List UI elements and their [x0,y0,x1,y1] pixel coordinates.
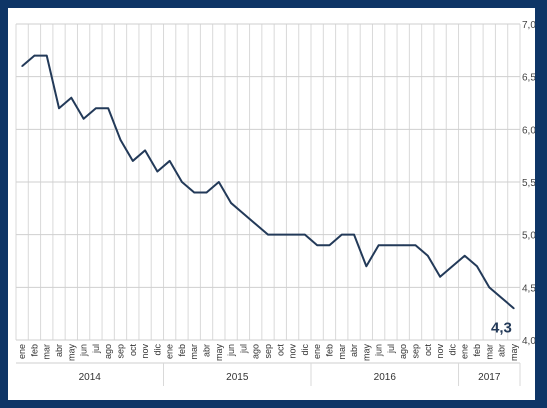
y-tick-label: 7,0 [522,20,535,31]
data-point [402,244,405,246]
x-tick-label: jul [238,344,248,354]
data-point [144,149,146,152]
x-tick-label: feb [472,344,482,357]
x-tick-label: may [66,344,76,362]
data-point [316,244,318,246]
data-point [156,170,159,173]
data-point [476,265,478,268]
data-point [242,212,245,215]
x-tick-label: mar [189,344,199,360]
x-tick-label: ene [460,344,470,359]
y-tick-label: 6,5 [522,73,535,84]
end-value-label: 4,3 [491,319,512,336]
x-tick-label: may [509,344,519,362]
x-tick-label: ene [17,344,27,359]
data-point [230,202,232,204]
data-point [107,107,109,110]
x-tick-label: feb [177,344,187,357]
data-point [193,191,196,194]
x-tick-label: ago [398,344,408,359]
data-point [45,54,48,57]
y-tick-label: 4,5 [522,283,535,294]
data-point [82,118,85,120]
data-point [254,223,257,225]
x-tick-label: dic [152,344,162,356]
year-label: 2017 [478,372,501,383]
year-label: 2014 [79,372,102,383]
x-tick-label: abr [349,344,359,357]
x-tick-label: oct [275,344,285,357]
data-point [131,160,134,162]
data-point [119,139,122,141]
x-tick-label: sep [263,344,273,359]
data-point [70,96,73,99]
y-tick-label: 4,0 [522,336,535,347]
x-tick-label: jun [374,344,384,357]
x-tick-label: dic [300,344,310,356]
data-point [500,297,503,299]
x-tick-label: may [214,344,224,362]
y-tick-label: 6,0 [522,125,535,136]
x-tick-label: abr [54,344,64,357]
data-point [181,181,183,183]
x-tick-label: nov [140,344,150,359]
x-tick-label: nov [435,344,445,359]
data-point [304,233,306,236]
data-point [267,233,269,236]
x-tick-label: feb [29,344,39,357]
data-point [390,244,392,246]
data-point [33,54,36,57]
x-tick-label: dic [447,344,457,356]
x-tick-label: feb [324,344,334,357]
x-tick-label: jun [79,344,89,357]
data-point [95,107,97,110]
x-tick-label: sep [411,344,421,359]
data-point [439,276,441,278]
x-tick-label: ago [103,344,113,359]
data-point [414,244,417,246]
chart-panel: 4,0 4,5 5,0 5,5 6,0 6,5 7,0 ene feb mar abr may jun j… [8,8,535,400]
x-tick-label: ene [165,344,175,359]
data-point [365,265,368,268]
x-tick-label: sep [115,344,125,359]
x-tick-label: jul [386,344,396,354]
y-tick-label: 5,0 [522,231,535,242]
x-tick-label: mar [337,344,347,360]
x-tick-label: ago [251,344,261,359]
x-tick-label: oct [423,344,433,357]
data-point [340,233,343,236]
data-point [427,254,429,257]
x-tick-label: mar [42,344,52,360]
data-point [205,191,208,194]
y-tick-label: 5,5 [522,178,535,189]
data-point [513,307,515,310]
data-point [218,181,220,183]
x-tick-label: abr [497,344,507,357]
data-point [353,233,355,236]
data-point [463,254,466,257]
x-tick-label: jun [226,344,236,357]
x-tick-label: mar [484,344,494,360]
x-tick-label: abr [202,344,212,357]
data-point [58,107,60,110]
data-point [291,233,294,236]
data-point [279,233,282,236]
data-point [488,286,491,289]
x-tick-label: nov [288,344,298,359]
x-tick-label: oct [128,344,138,357]
year-label: 2016 [374,372,397,383]
x-tick-label: ene [312,344,322,359]
data-point [451,265,454,268]
data-point [377,244,380,246]
x-tick-label: jul [91,344,101,354]
data-point [168,160,171,162]
data-point [328,244,331,246]
year-label: 2015 [226,372,249,383]
data-point [21,65,23,67]
x-tick-label: may [361,344,371,362]
